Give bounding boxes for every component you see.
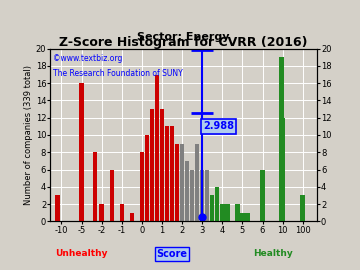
Bar: [240, 213, 245, 221]
Bar: [215, 187, 220, 221]
Bar: [190, 170, 194, 221]
Bar: [55, 195, 60, 221]
Bar: [120, 204, 124, 221]
Text: 2.988: 2.988: [203, 121, 234, 131]
Text: Sector: Energy: Sector: Energy: [138, 32, 230, 42]
Bar: [175, 144, 179, 221]
Bar: [160, 109, 164, 221]
Bar: [79, 83, 84, 221]
Text: Healthy: Healthy: [253, 249, 292, 258]
Bar: [210, 195, 215, 221]
Bar: [195, 144, 199, 221]
Bar: [280, 118, 285, 221]
Bar: [165, 126, 169, 221]
Bar: [205, 170, 210, 221]
Bar: [109, 170, 114, 221]
Bar: [245, 213, 249, 221]
Y-axis label: Number of companies (339 total): Number of companies (339 total): [24, 65, 33, 205]
Bar: [260, 170, 265, 221]
Text: ©www.textbiz.org: ©www.textbiz.org: [53, 54, 122, 63]
Bar: [200, 170, 204, 221]
Bar: [220, 204, 225, 221]
Bar: [155, 75, 159, 221]
Bar: [150, 109, 154, 221]
Text: Score: Score: [157, 249, 188, 259]
Bar: [130, 213, 134, 221]
Bar: [225, 204, 230, 221]
Bar: [145, 135, 149, 221]
Title: Z-Score Histogram for CVRR (2016): Z-Score Histogram for CVRR (2016): [59, 36, 308, 49]
Bar: [99, 204, 104, 221]
Bar: [180, 144, 184, 221]
Bar: [185, 161, 189, 221]
Bar: [235, 204, 240, 221]
Bar: [300, 195, 305, 221]
Text: Unhealthy: Unhealthy: [55, 249, 108, 258]
Text: The Research Foundation of SUNY: The Research Foundation of SUNY: [53, 69, 183, 78]
Bar: [170, 126, 174, 221]
Bar: [279, 57, 284, 221]
Bar: [140, 152, 144, 221]
Bar: [93, 152, 97, 221]
